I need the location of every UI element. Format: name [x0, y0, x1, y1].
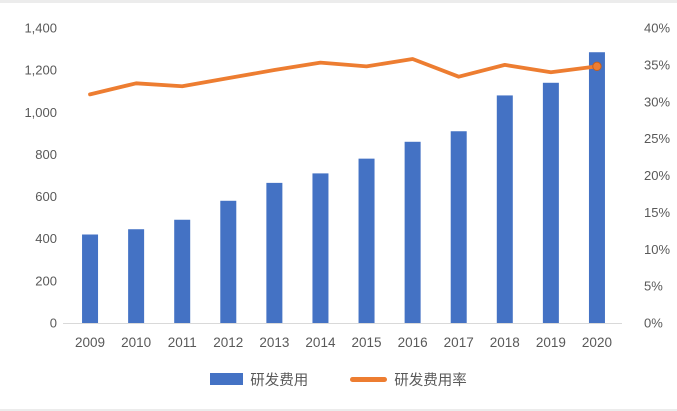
x-axis-label-2018: 2018 — [490, 335, 520, 350]
bar-2017 — [450, 131, 467, 323]
bar-2018 — [496, 95, 513, 323]
legend-label-line-series: 研发费用率 — [394, 372, 467, 389]
bar-swatch-icon — [210, 373, 244, 385]
bar-2015 — [358, 158, 375, 323]
bar-2009 — [82, 234, 99, 323]
bar-2020 — [588, 52, 605, 323]
bar-2019 — [542, 82, 559, 324]
y-axis-right-tick: 10% — [644, 242, 670, 257]
y-axis-right-tick: 35% — [644, 57, 670, 72]
y-axis-right-tick: 30% — [644, 94, 670, 109]
x-axis-label-2014: 2014 — [305, 335, 336, 350]
x-axis-label-2015: 2015 — [352, 335, 382, 350]
bar-2014 — [312, 173, 329, 323]
x-axis-label-2020: 2020 — [582, 335, 612, 350]
y-axis-left-tick: 800 — [35, 147, 57, 162]
bar-2011 — [174, 219, 191, 323]
legend: 研发费用 研发费用率 — [0, 367, 677, 391]
line-swatch-icon — [350, 376, 388, 382]
legend-label-bar-series: 研发费用 — [250, 372, 309, 389]
x-axis-label-2009: 2009 — [75, 335, 105, 350]
rate-line — [88, 57, 599, 97]
y-axis-right-tick: 5% — [644, 279, 663, 294]
x-axis-label-2012: 2012 — [213, 335, 243, 350]
y-axis-left-tick: 600 — [35, 189, 57, 204]
bar-2016 — [404, 141, 421, 323]
x-axis-label-2013: 2013 — [259, 335, 289, 350]
bar-2010 — [128, 229, 145, 323]
y-axis-left-tick: 1,000 — [24, 105, 57, 120]
y-axis-right-tick: 40% — [644, 21, 670, 36]
y-axis-right-tick: 25% — [644, 131, 670, 146]
y-axis-right-tick: 0% — [644, 316, 663, 331]
x-axis-label-2016: 2016 — [398, 335, 428, 350]
rate-line-end-marker — [592, 61, 602, 72]
legend-item-line-series: 研发费用率 — [350, 369, 467, 390]
x-axis-label-2019: 2019 — [536, 335, 566, 350]
x-axis-label-2011: 2011 — [168, 335, 197, 350]
legend-item-bar-series: 研发费用 — [210, 369, 308, 390]
y-axis-right-tick: 20% — [644, 168, 670, 183]
y-axis-left-tick: 400 — [35, 231, 57, 246]
y-axis-right-tick: 15% — [644, 205, 670, 220]
y-axis-left-tick: 1,400 — [24, 21, 57, 36]
y-axis-left-tick: 200 — [35, 273, 57, 288]
x-axis-label-2010: 2010 — [121, 335, 151, 350]
combo-chart: 1,400 1,200 1,000 800 600 400 200 0 40% 35% 30% 25%… — [24, 21, 670, 351]
x-axis-label-2017: 2017 — [444, 335, 474, 350]
y-axis-left-tick: 1,200 — [24, 63, 57, 78]
y-axis-left-tick: 0 — [50, 316, 57, 331]
bar-2013 — [266, 182, 283, 323]
bar-2012 — [220, 200, 237, 323]
